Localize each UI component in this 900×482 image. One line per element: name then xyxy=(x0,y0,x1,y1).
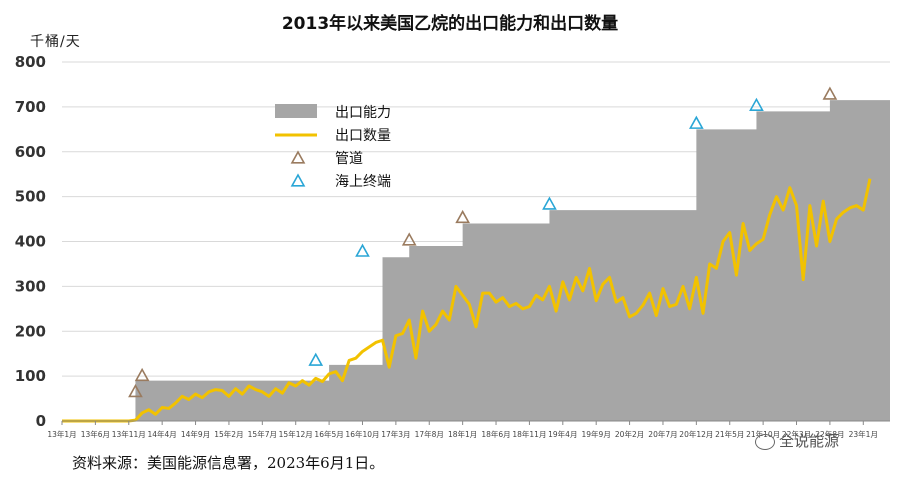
x-tick-label: 22年3月 xyxy=(782,429,811,439)
pipeline-marker xyxy=(128,384,143,398)
x-tick-label: 14年9月 xyxy=(181,429,210,439)
terminal-marker xyxy=(749,97,764,111)
x-tick-label: 15年12月 xyxy=(279,429,313,439)
y-tick-label: 400 xyxy=(15,233,46,251)
y-axis-label: 千桶/天 xyxy=(30,34,81,50)
pipeline-marker xyxy=(134,367,150,382)
y-tick-label: 600 xyxy=(15,143,46,161)
x-tick-label: 21年5月 xyxy=(715,429,744,439)
marker-group xyxy=(128,86,838,398)
x-tick-label: 13年11月 xyxy=(112,429,146,439)
x-tick-label: 17年8月 xyxy=(415,429,444,439)
x-tick-label: 20年7月 xyxy=(648,429,677,439)
chart-title: 2013年以来美国乙烷的出口能力和出口数量 xyxy=(281,14,619,34)
x-tick-label: 13年6月 xyxy=(81,429,110,439)
capacity-area-group xyxy=(62,100,890,422)
source-note: 资料来源：美国能源信息署，2023年6月1日。 xyxy=(72,454,385,472)
export-line-group xyxy=(62,178,872,423)
legend-swatch-marker xyxy=(290,173,306,187)
watermark: 全说能源 xyxy=(755,430,839,451)
x-tick-label: 23年1月 xyxy=(849,429,878,439)
x-tick-label: 17年3月 xyxy=(381,429,410,439)
legend-label-marker: 海上终端 xyxy=(335,174,391,190)
pipeline-marker xyxy=(822,86,838,100)
legend-label-capacity: 出口能力 xyxy=(335,105,391,121)
y-tick-label: 200 xyxy=(15,322,46,340)
legend-label-exports: 出口数量 xyxy=(335,128,391,144)
watermark-text: 全说能源 xyxy=(779,432,840,450)
x-tick-label: 18年6月 xyxy=(481,429,510,439)
x-tick-label: 18年11月 xyxy=(512,429,546,439)
terminal-marker xyxy=(355,243,370,257)
x-tick-label: 15年2月 xyxy=(214,429,243,439)
pipeline-marker xyxy=(401,232,417,246)
legend-label-marker: 管道 xyxy=(335,151,363,167)
terminal-marker xyxy=(542,196,557,210)
pipeline-marker xyxy=(455,209,471,224)
x-tick-label: 18年1月 xyxy=(448,429,477,439)
x-tick-label: 14年4月 xyxy=(147,429,176,439)
legend-swatch-marker xyxy=(290,150,306,164)
x-tick-label: 20年12月 xyxy=(679,429,713,439)
terminal-marker xyxy=(688,115,704,129)
terminal-marker xyxy=(308,352,324,366)
export-volume-line xyxy=(62,178,872,423)
x-tick-label: 19年9月 xyxy=(582,429,611,439)
y-tick-label: 300 xyxy=(15,277,46,295)
x-tick-label: 20年2月 xyxy=(615,429,644,439)
y-tick-label: 500 xyxy=(15,188,46,206)
wechat-icon xyxy=(755,433,775,450)
y-tick-label: 0 xyxy=(36,412,46,430)
x-tick-label: 16年5月 xyxy=(314,429,343,439)
legend-swatch-capacity xyxy=(275,104,317,118)
y-tick-label: 800 xyxy=(15,53,46,71)
capacity-area xyxy=(62,100,890,422)
x-tick-label: 19年4月 xyxy=(548,429,577,439)
x-tick-label: 13年1月 xyxy=(47,429,76,439)
y-tick-label: 100 xyxy=(15,367,46,385)
x-tick-label: 16年10月 xyxy=(345,429,379,439)
x-tick-label: 15年7月 xyxy=(248,429,277,439)
x-tick-label: 22年8月 xyxy=(815,429,844,439)
axes-group: 0 100 200 300 400 500 600 700 800 13年1月 13年6月 13年11… xyxy=(15,53,890,439)
y-tick-label: 700 xyxy=(15,98,46,116)
